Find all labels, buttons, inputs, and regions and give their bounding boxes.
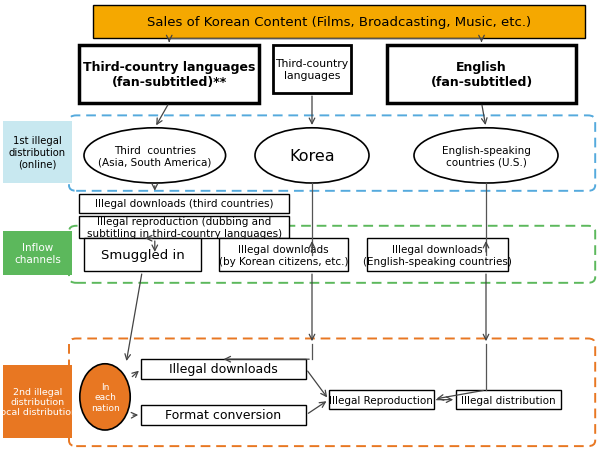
Text: Illegal reproduction (dubbing and
subtitling in third-country languages): Illegal reproduction (dubbing and subtit…: [86, 217, 282, 238]
Ellipse shape: [84, 129, 226, 184]
Text: Illegal downloads
(by Korean citizens, etc.): Illegal downloads (by Korean citizens, e…: [219, 245, 348, 266]
Text: Illegal Reproduction: Illegal Reproduction: [329, 395, 433, 405]
Text: Illegal downloads (third countries): Illegal downloads (third countries): [95, 199, 274, 209]
Text: In
each
nation: In each nation: [91, 382, 119, 412]
Text: 2nd illegal
distribution
(local distribution): 2nd illegal distribution (local distribu…: [0, 387, 81, 416]
Text: Third-country languages
(fan-subtitled)**: Third-country languages (fan-subtitled)*…: [83, 61, 256, 89]
FancyBboxPatch shape: [141, 359, 306, 379]
Text: English
(fan-subtitled): English (fan-subtitled): [430, 61, 533, 89]
FancyBboxPatch shape: [3, 122, 72, 184]
Ellipse shape: [80, 364, 130, 430]
Text: Illegal distribution: Illegal distribution: [461, 395, 556, 405]
FancyBboxPatch shape: [79, 194, 289, 213]
FancyBboxPatch shape: [79, 217, 289, 239]
FancyBboxPatch shape: [456, 390, 561, 409]
FancyBboxPatch shape: [141, 405, 306, 425]
FancyBboxPatch shape: [79, 46, 259, 103]
Text: 1st illegal
distribution
(online): 1st illegal distribution (online): [9, 136, 66, 169]
FancyBboxPatch shape: [387, 46, 576, 103]
FancyBboxPatch shape: [219, 239, 348, 272]
Text: English-speaking
countries (U.S.): English-speaking countries (U.S.): [442, 146, 530, 167]
Text: Inflow
channels: Inflow channels: [14, 243, 61, 264]
Ellipse shape: [414, 129, 558, 184]
Text: Third-country
languages: Third-country languages: [275, 59, 349, 81]
Ellipse shape: [255, 129, 369, 184]
Text: Third  countries
(Asia, South America): Third countries (Asia, South America): [98, 146, 211, 167]
FancyBboxPatch shape: [93, 6, 585, 39]
FancyBboxPatch shape: [3, 365, 72, 438]
FancyBboxPatch shape: [3, 232, 72, 275]
FancyBboxPatch shape: [84, 239, 201, 272]
Text: Smuggled in: Smuggled in: [101, 249, 184, 262]
Text: Illegal downloads: Illegal downloads: [169, 363, 278, 375]
Text: Illegal downloads
(English-speaking countries): Illegal downloads (English-speaking coun…: [363, 245, 512, 266]
Text: Sales of Korean Content (Films, Broadcasting, Music, etc.): Sales of Korean Content (Films, Broadcas…: [147, 16, 531, 29]
Text: Format conversion: Format conversion: [166, 409, 281, 421]
FancyBboxPatch shape: [329, 390, 434, 409]
FancyBboxPatch shape: [273, 46, 351, 94]
FancyBboxPatch shape: [367, 239, 508, 272]
Text: Korea: Korea: [289, 149, 335, 163]
